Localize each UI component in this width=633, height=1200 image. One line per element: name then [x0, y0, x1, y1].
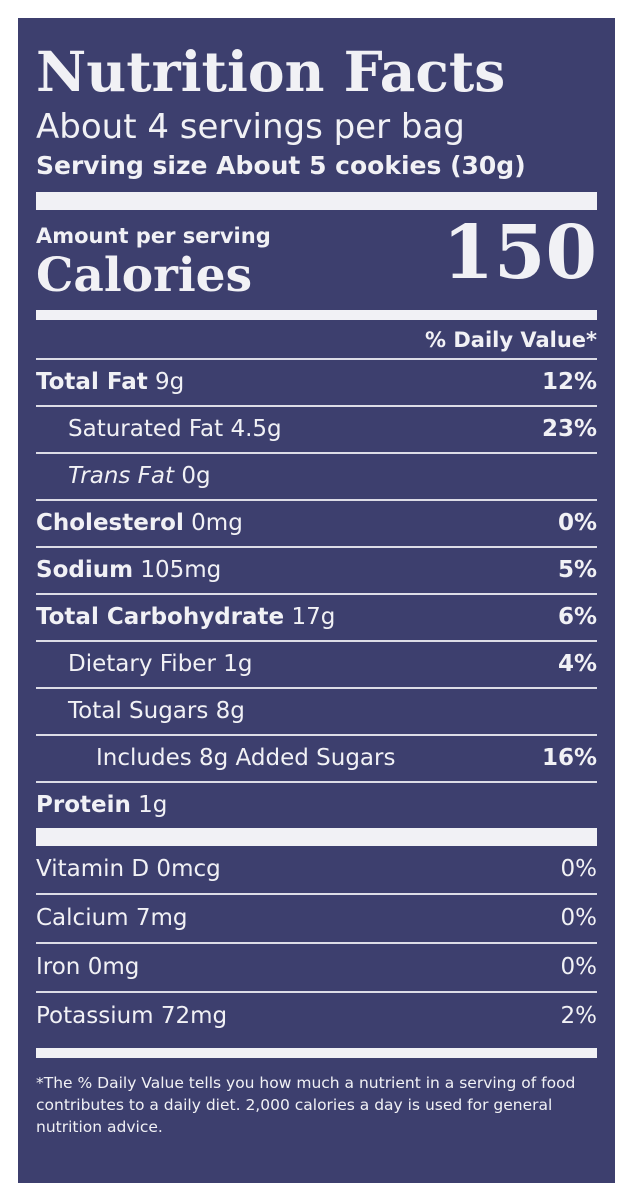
nutrient-dv: 16%	[541, 745, 597, 771]
nutrient-row-total-sugars: Total Sugars 8g	[36, 687, 597, 734]
nutrient-name: Total Sugars	[68, 698, 209, 724]
nutrient-name: Trans Fat	[68, 463, 175, 489]
vitamin-dv: 0%	[560, 905, 598, 931]
daily-value-footnote: *The % Daily Value tells you how much a …	[36, 1074, 576, 1136]
nutrient-row-protein: Protein 1g	[36, 781, 597, 828]
divider-thick	[36, 192, 597, 210]
nutrient-dv: 23%	[541, 416, 597, 442]
nutrient-row-sodium: Sodium 105mg 5%	[36, 546, 597, 593]
calories-block: Amount per serving Calories 150	[36, 210, 597, 310]
vitamin-name: Vitamin D 0mcg	[36, 856, 221, 882]
nutrient-amount: 1g	[138, 792, 168, 818]
nutrient-amount: 105mg	[140, 557, 222, 583]
label-title: Nutrition Facts	[36, 39, 506, 104]
nutrient-amount: 8g	[215, 698, 245, 724]
servings-per-container: About 4 servings per bag	[36, 107, 465, 147]
nutrient-amount: 0mg	[191, 510, 243, 536]
vitamin-dv: 0%	[560, 954, 598, 980]
nutrient-row-trans-fat: Trans Fat 0g	[36, 452, 597, 499]
nutrient-name: Includes 8g Added Sugars	[96, 745, 396, 771]
nutrient-name: Total Fat	[36, 369, 148, 395]
nutrient-dv: 0%	[557, 510, 597, 536]
vitamin-row-iron: Iron 0mg 0%	[36, 942, 597, 991]
nutrient-dv: 6%	[557, 604, 597, 630]
nutrient-amount: 17g	[291, 604, 336, 630]
nutrient-amount: 9g	[155, 369, 185, 395]
vitamin-row-calcium: Calcium 7mg 0%	[36, 893, 597, 942]
divider-medium	[36, 1048, 597, 1058]
amount-per-serving: Amount per serving	[36, 224, 271, 248]
nutrient-amount: 1g	[223, 651, 253, 677]
nutrient-row-dietary-fiber: Dietary Fiber 1g 4%	[36, 640, 597, 687]
nutrient-dv: 4%	[557, 651, 597, 677]
vitamin-row-vitamin-d: Vitamin D 0mcg 0%	[36, 846, 597, 893]
nutrient-dv: 12%	[541, 369, 597, 395]
nutrient-name: Cholesterol	[36, 510, 184, 536]
vitamin-name: Iron 0mg	[36, 954, 140, 980]
divider-thick	[36, 828, 597, 846]
nutrient-amount: 4.5g	[230, 416, 282, 442]
nutrient-dv: 5%	[557, 557, 597, 583]
vitamin-list: Vitamin D 0mcg 0% Calcium 7mg 0% Iron 0m…	[36, 846, 597, 1040]
divider-medium	[36, 310, 597, 320]
nutrient-row-saturated-fat: Saturated Fat 4.5g 23%	[36, 405, 597, 452]
nutrient-row-total-carbohydrate: Total Carbohydrate 17g 6%	[36, 593, 597, 640]
serving-size: Serving size About 5 cookies (30g)	[36, 151, 526, 180]
nutrient-name: Dietary Fiber	[68, 651, 216, 677]
nutrient-name: Total Carbohydrate	[36, 604, 285, 630]
nutrient-name: Saturated Fat	[68, 416, 224, 442]
nutrient-name: Sodium	[36, 557, 134, 583]
nutrient-amount: 0g	[181, 463, 211, 489]
calories-value: 150	[442, 210, 597, 296]
vitamin-dv: 2%	[560, 1003, 598, 1029]
vitamin-name: Potassium 72mg	[36, 1003, 228, 1029]
calories-label: Calories	[36, 248, 253, 303]
vitamin-row-potassium: Potassium 72mg 2%	[36, 991, 597, 1040]
vitamin-name: Calcium 7mg	[36, 905, 188, 931]
nutrient-row-total-fat: Total Fat 9g 12%	[36, 358, 597, 405]
nutrition-facts-panel: Nutrition Facts About 4 servings per bag…	[18, 18, 615, 1183]
nutrient-row-cholesterol: Cholesterol 0mg 0%	[36, 499, 597, 546]
nutrient-row-added-sugars: Includes 8g Added Sugars 16%	[36, 734, 597, 781]
vitamin-dv: 0%	[560, 856, 598, 882]
daily-value-header: % Daily Value*	[425, 328, 597, 352]
nutrient-name: Protein	[36, 792, 131, 818]
